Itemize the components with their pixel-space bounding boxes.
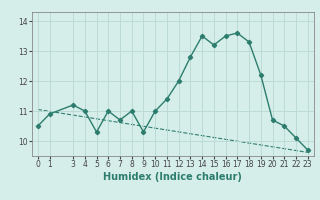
X-axis label: Humidex (Indice chaleur): Humidex (Indice chaleur) (103, 172, 242, 182)
